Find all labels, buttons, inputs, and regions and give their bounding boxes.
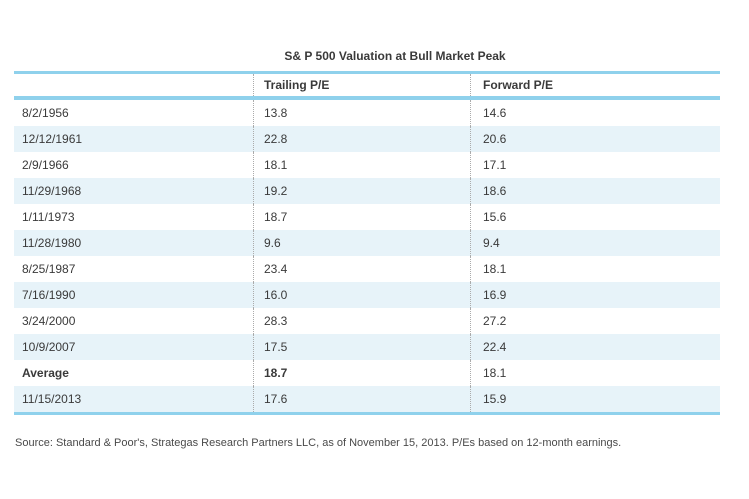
- cell-date: 2/9/1966: [22, 158, 69, 172]
- cell-date: 7/16/1990: [22, 288, 76, 302]
- cell-trailing-pe: 18.7: [253, 204, 470, 230]
- pe-valuation-table: Trailing P/E Forward P/E 8/2/1956 13.8 1…: [14, 71, 720, 415]
- table-header-row: Trailing P/E Forward P/E: [14, 74, 720, 100]
- cell-forward-pe: 18.1: [470, 256, 720, 282]
- cell-trailing-pe: 28.3: [253, 308, 470, 334]
- cell-trailing-pe: 9.6: [253, 230, 470, 256]
- cell-date: 8/2/1956: [22, 106, 69, 120]
- cell-date: 11/15/2013: [22, 392, 82, 406]
- cell-trailing-pe: 16.0: [253, 282, 470, 308]
- cell-forward-pe: 14.6: [470, 100, 720, 126]
- table-row: 3/24/2000 28.3 27.2: [14, 308, 720, 334]
- cell-forward-pe: 27.2: [470, 308, 720, 334]
- table-row: 11/29/1968 19.2 18.6: [14, 178, 720, 204]
- table-row: 11/28/1980 9.6 9.4: [14, 230, 720, 256]
- table-row: 12/12/1961 22.8 20.6: [14, 126, 720, 152]
- cell-forward-pe: 15.9: [470, 386, 720, 412]
- table-row: 8/2/1956 13.8 14.6: [14, 100, 720, 126]
- cell-trailing-pe: 19.2: [253, 178, 470, 204]
- cell-trailing-pe: 17.5: [253, 334, 470, 360]
- table-row: 10/9/2007 17.5 22.4: [14, 334, 720, 360]
- table-title: S& P 500 Valuation at Bull Market Peak: [284, 49, 506, 63]
- table-row: 7/16/1990 16.0 16.9: [14, 282, 720, 308]
- cell-forward-pe: 18.1: [470, 360, 720, 386]
- cell-forward-pe: 18.6: [470, 178, 720, 204]
- cell-trailing-pe: 13.8: [253, 100, 470, 126]
- cell-date: 10/9/2007: [22, 340, 76, 354]
- header-cell-date: [14, 74, 253, 96]
- cell-date: 8/25/1987: [22, 262, 76, 276]
- header-cell-trailing-pe: Trailing P/E: [253, 74, 470, 96]
- table-row: 1/11/1973 18.7 15.6: [14, 204, 720, 230]
- cell-forward-pe: 9.4: [470, 230, 720, 256]
- cell-forward-pe: 16.9: [470, 282, 720, 308]
- cell-forward-pe: 20.6: [470, 126, 720, 152]
- cell-forward-pe: 22.4: [470, 334, 720, 360]
- cell-trailing-pe: 18.7: [253, 360, 470, 386]
- cell-forward-pe: 15.6: [470, 204, 720, 230]
- cell-trailing-pe: 17.6: [253, 386, 470, 412]
- cell-trailing-pe: 22.8: [253, 126, 470, 152]
- cell-date: 11/29/1968: [22, 184, 82, 198]
- cell-forward-pe: 17.1: [470, 152, 720, 178]
- cell-date: 1/11/1973: [22, 210, 75, 224]
- cell-date: 12/12/1961: [22, 132, 83, 146]
- cell-date: 11/28/1980: [22, 236, 82, 250]
- table-body: 8/2/1956 13.8 14.6 12/12/1961 22.8 20.6 …: [14, 100, 720, 415]
- table-row: 11/15/2013 17.6 15.9: [14, 386, 720, 412]
- cell-trailing-pe: 18.1: [253, 152, 470, 178]
- source-note: Source: Standard & Poor's, Strategas Res…: [15, 437, 622, 449]
- table-row: 2/9/1966 18.1 17.1: [14, 152, 720, 178]
- cell-date: 3/24/2000: [22, 314, 76, 328]
- table-row-average: Average 18.7 18.1: [14, 360, 720, 386]
- table-row: 8/25/1987 23.4 18.1: [14, 256, 720, 282]
- cell-date: Average: [22, 366, 69, 380]
- header-cell-forward-pe: Forward P/E: [470, 74, 720, 96]
- cell-trailing-pe: 23.4: [253, 256, 470, 282]
